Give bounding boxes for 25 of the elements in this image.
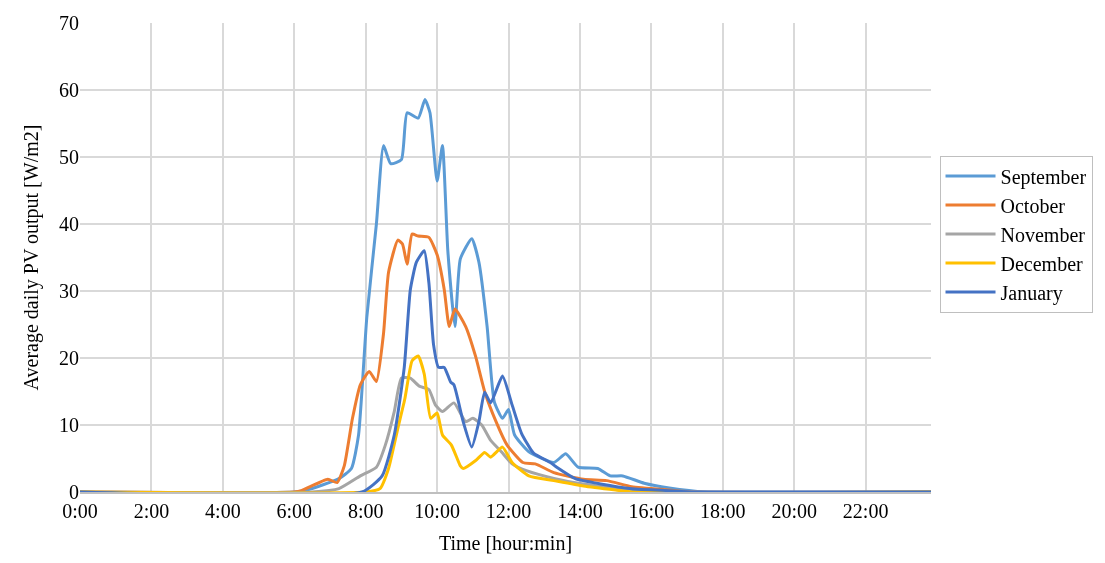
y-tick-label: 30: [59, 280, 79, 302]
y-tick-label: 40: [59, 213, 79, 235]
x-tick-label: 12:00: [485, 499, 532, 522]
y-tick-label: 70: [59, 12, 79, 34]
legend-label: September: [1000, 165, 1087, 189]
x-axis-title: Time [hour:min]: [438, 531, 573, 554]
y-tick-label: 60: [59, 79, 79, 101]
legend-label: December: [1000, 252, 1084, 275]
y-tick-label: 20: [59, 347, 79, 369]
y-tick-label: 50: [59, 146, 79, 168]
x-tick-label: 22:00: [842, 499, 889, 522]
x-tick-label: 16:00: [628, 499, 675, 522]
x-tick-label: 14:00: [557, 499, 603, 522]
y-axis-title: Average daily PV output [W/m2]: [19, 124, 43, 391]
legend-label: October: [1000, 194, 1066, 217]
x-tick-label: 4:00: [205, 499, 241, 522]
x-tick-label: 10:00: [414, 499, 460, 522]
x-tick-label: 2:00: [133, 499, 170, 522]
legend-label: January: [1000, 281, 1063, 305]
x-tick-label: 20:00: [771, 499, 818, 522]
x-tick-label: 6:00: [276, 499, 313, 522]
x-tick-label: 8:00: [347, 499, 384, 522]
y-tick-label: 10: [59, 414, 79, 436]
legend-label: November: [1000, 223, 1086, 246]
x-tick-label: 18:00: [700, 499, 746, 522]
